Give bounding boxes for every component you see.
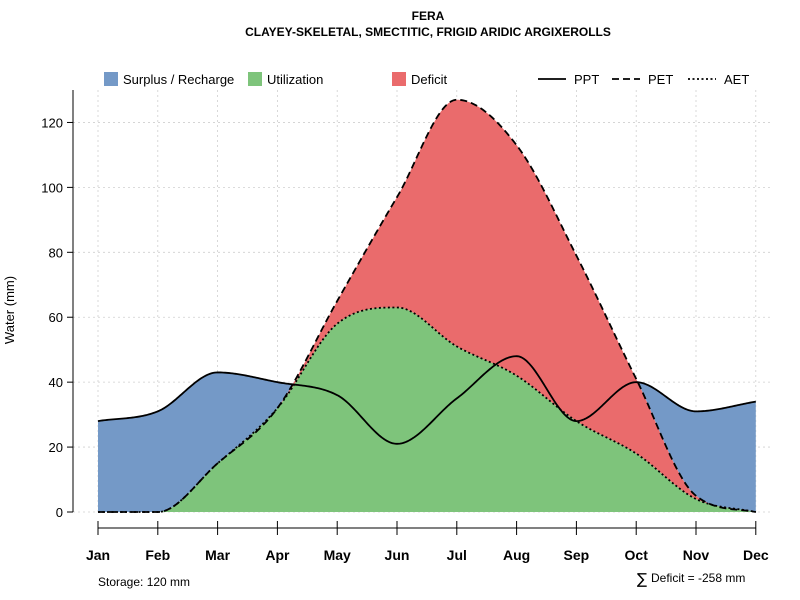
area-fills	[98, 99, 756, 513]
legend-swatch-deficit	[392, 72, 406, 86]
utilization-area	[98, 307, 756, 512]
x-tick-label-jun: Jun	[385, 547, 410, 563]
x-tick-label-apr: Apr	[265, 547, 290, 563]
x-tick-label-sep: Sep	[564, 547, 590, 563]
x-tick-label-oct: Oct	[625, 547, 649, 563]
legend-label-pet: PET	[648, 72, 673, 87]
ppt-line	[97, 355, 756, 445]
x-tick-label-aug: Aug	[503, 547, 530, 563]
y-tick-label-40: 40	[49, 375, 63, 390]
x-tick-label-mar: Mar	[205, 547, 230, 563]
x-tick-label-jan: Jan	[86, 547, 110, 563]
x-tick-label-may: May	[324, 547, 351, 563]
x-tick-label-jul: Jul	[447, 547, 467, 563]
legend-swatch-utilization	[248, 72, 262, 86]
x-tick-label-feb: Feb	[145, 547, 170, 563]
deficit-area	[98, 99, 756, 513]
x-tick-label-nov: Nov	[683, 547, 710, 563]
legend: Surplus / Recharge Utilization Deficit PPT P…	[104, 72, 749, 87]
x-tick-label-dec: Dec	[743, 547, 769, 563]
y-tick-label-80: 80	[49, 245, 63, 260]
axes: 0 20 40 60 80 100 120 Jan Feb Mar Apr May Jun Jul Aug S…	[41, 90, 769, 563]
y-tick-label-20: 20	[49, 440, 63, 455]
y-tick-label-100: 100	[41, 180, 63, 195]
storage-annotation: Storage: 120 mm	[98, 575, 190, 589]
y-tick-label-0: 0	[56, 505, 63, 520]
legend-label-surplus-recharge: Surplus / Recharge	[123, 72, 234, 87]
legend-label-deficit: Deficit	[411, 72, 448, 87]
y-tick-label-120: 120	[41, 115, 63, 130]
y-tick-label-60: 60	[49, 310, 63, 325]
sum-symbol: ∑	[637, 570, 647, 588]
chart-subtitle: CLAYEY-SKELETAL, SMECTITIC, FRIGID ARIDI…	[245, 25, 611, 39]
chart-title: FERA	[412, 9, 445, 23]
legend-label-utilization: Utilization	[267, 72, 323, 87]
legend-swatch-surplus-recharge	[104, 72, 118, 86]
deficit-annotation: Deficit = -258 mm	[651, 571, 745, 585]
surplus-recharge-area	[98, 99, 756, 513]
y-axis-label: Water (mm)	[2, 276, 17, 344]
series-lines	[97, 98, 756, 513]
pet-line	[98, 98, 756, 513]
legend-label-ppt: PPT	[574, 72, 599, 87]
legend-label-aet: AET	[724, 72, 749, 87]
